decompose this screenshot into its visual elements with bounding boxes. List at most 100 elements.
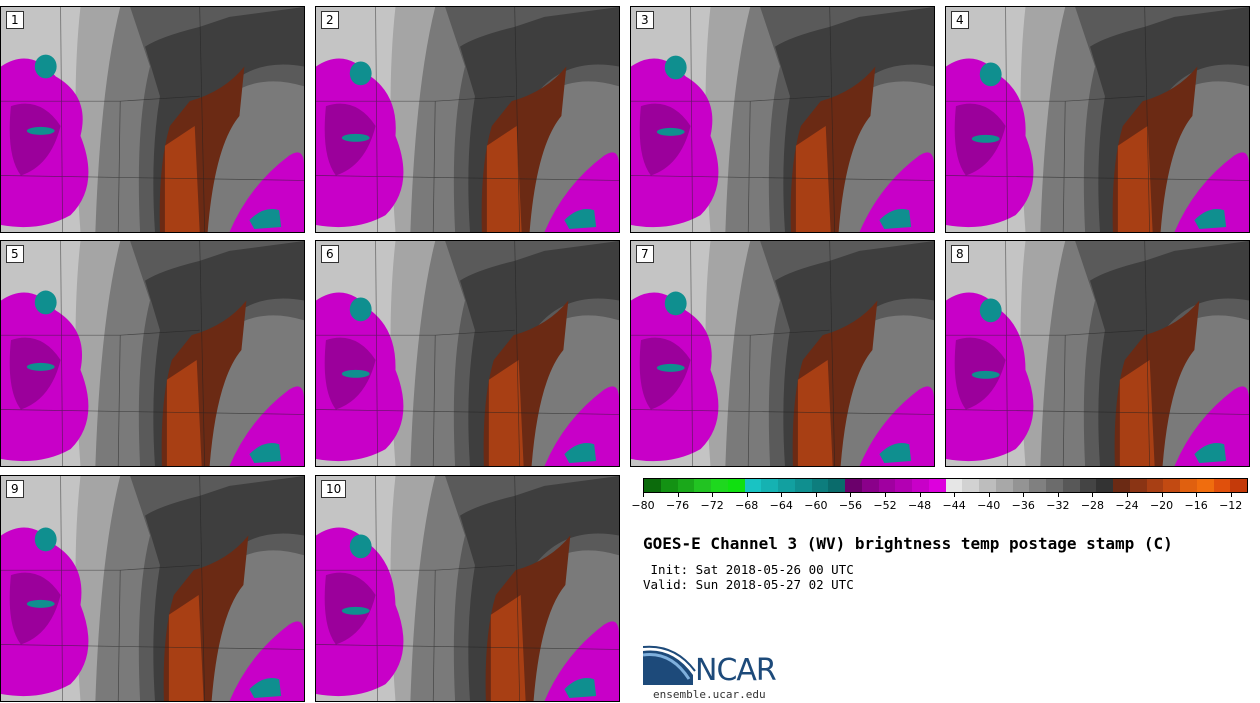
colorbar-segment (995, 479, 1013, 492)
colorbar-segment (1012, 479, 1030, 492)
colorbar-segment (677, 479, 695, 492)
colorbar-segment (811, 479, 829, 492)
colorbar-segment (1096, 479, 1113, 492)
panel-number: 10 (321, 480, 347, 498)
panel-5: 5 (0, 240, 305, 467)
satellite-image (946, 7, 1249, 232)
colorbar-segment (744, 479, 762, 492)
colorbar-segment (727, 479, 745, 492)
colorbar-tick-label: −64 (769, 499, 793, 512)
panel-9: 9 (0, 475, 305, 702)
colorbar-tick-mark (643, 493, 644, 497)
colorbar-tick-mark (746, 493, 748, 497)
colorbar-segment (1196, 479, 1214, 492)
colorbar-segment (660, 479, 678, 492)
colorbar-tick-label: −32 (1046, 499, 1070, 512)
colorbar-tick-mark (1057, 493, 1059, 497)
colorbar-tick-label: −72 (700, 499, 724, 512)
ncar-logo-icon (643, 645, 696, 685)
panel-4: 4 (945, 6, 1250, 233)
satellite-image (631, 241, 934, 466)
colorbar-tick-mark (1196, 493, 1198, 497)
panel-number: 4 (951, 11, 969, 29)
panel-8: 8 (945, 240, 1250, 467)
colorbar-tick-label: −28 (1080, 499, 1105, 512)
init-time: Init: Sat 2018-05-26 00 UTC (643, 562, 854, 577)
colorbar-segment (1062, 479, 1080, 492)
satellite-image (1, 241, 304, 466)
panel-number: 6 (321, 245, 339, 263)
colorbar-tick-mark (781, 493, 783, 497)
colorbar-tick-mark (677, 493, 679, 497)
colorbar-segment (761, 479, 778, 492)
panel-3: 3 (630, 6, 935, 233)
colorbar-segment (711, 479, 728, 492)
satellite-image (1, 476, 304, 701)
colorbar-segment (1163, 479, 1180, 492)
colorbar-tick-mark (815, 493, 817, 497)
colorbar-tick-mark (712, 493, 714, 497)
valid-time: Valid: Sun 2018-05-27 02 UTC (643, 577, 854, 592)
panel-7: 7 (630, 240, 935, 467)
colorbar-tick-label: −48 (907, 499, 932, 512)
colorbar-segment (945, 479, 963, 492)
colorbar-segment (962, 479, 979, 492)
colorbar-segment (1230, 479, 1247, 492)
colorbar-segment (1046, 479, 1063, 492)
page-title: GOES-E Channel 3 (WV) brightness temp po… (643, 534, 1173, 553)
panel-number: 2 (321, 11, 339, 29)
colorbar-tick-label: −24 (1115, 499, 1139, 512)
colorbar-tick-label: −12 (1219, 499, 1243, 512)
colorbar-tick-label: −56 (838, 499, 863, 512)
panel-1: 1 (0, 6, 305, 233)
colorbar-segment (694, 479, 711, 492)
panel-number: 9 (6, 480, 24, 498)
colorbar-segment (1146, 479, 1164, 492)
logo-text: NCAR (695, 653, 777, 688)
panel-number: 1 (6, 11, 24, 29)
colorbar-tick-mark (850, 493, 852, 497)
satellite-image (1, 7, 304, 232)
colorbar (643, 478, 1248, 493)
colorbar-tick-label: −16 (1184, 499, 1208, 512)
colorbar-tick-label: −68 (735, 499, 759, 512)
satellite-image (316, 241, 619, 466)
colorbar-tick-mark (954, 493, 956, 497)
colorbar-tick-label: −36 (1011, 499, 1035, 512)
panel-number: 5 (6, 245, 24, 263)
colorbar-ticks: −80 −76 −72 −68 −64 −60 −56 −52 −48 −44 −40 −36 −32−… (631, 493, 1248, 516)
colorbar-segment (912, 479, 929, 492)
colorbar-segment (1029, 479, 1046, 492)
colorbar-segment (928, 479, 946, 492)
colorbar-tick-mark (1161, 493, 1163, 497)
colorbar-tick-label: −40 (977, 499, 1001, 512)
colorbar-segment (1113, 479, 1130, 492)
colorbar-tick-label: −60 (804, 499, 828, 512)
colorbar-tick-mark (1127, 493, 1128, 497)
colorbar-tick-mark (1023, 493, 1025, 497)
colorbar-segment (1079, 479, 1097, 492)
colorbar-tick-mark (885, 493, 886, 497)
logo-url: ensemble.ucar.edu (653, 688, 766, 701)
colorbar-tick-label: −44 (942, 499, 966, 512)
colorbar-tick-mark (1092, 493, 1094, 497)
panel-6: 6 (315, 240, 620, 467)
panel-number: 8 (951, 245, 969, 263)
colorbar-segment (845, 479, 862, 492)
colorbar-segment (828, 479, 845, 492)
colorbar-segment (895, 479, 912, 492)
satellite-image (946, 241, 1249, 466)
colorbar-segment (1180, 479, 1197, 492)
satellite-image (631, 7, 934, 232)
colorbar-tick-mark (919, 493, 921, 497)
panel-10: 10 (315, 475, 620, 702)
satellite-image (316, 7, 619, 232)
panel-2: 2 (315, 6, 620, 233)
colorbar-tick-mark (988, 493, 990, 497)
colorbar-segment (979, 479, 996, 492)
colorbar-tick-label: −76 (665, 499, 690, 512)
colorbar-tick-label: −52 (873, 499, 897, 512)
colorbar-tick-mark (1230, 493, 1232, 497)
colorbar-segment (1213, 479, 1231, 492)
colorbar-segment (1129, 479, 1147, 492)
